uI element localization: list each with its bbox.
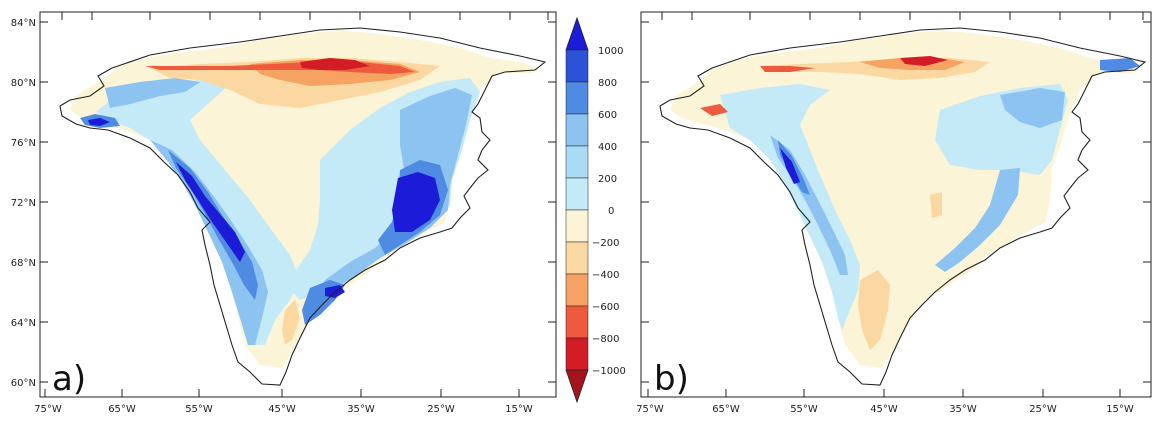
map-panel-b: 75°W 65°W 55°W 45°W 35°W 25°W 15°W b): [636, 11, 1152, 415]
lat-label: 68°N: [11, 258, 36, 269]
lat-ticks-b: [641, 21, 1151, 383]
cb-seg: [565, 81, 589, 115]
map-panel-a: 60°N 64°N 68°N 72°N 76°N 80°N 84°N 75°W …: [11, 11, 557, 415]
cb-seg: [565, 177, 589, 211]
light-blue-se-b: [935, 168, 1020, 272]
colorbar-label: −600: [592, 302, 619, 313]
lon-ticks-a: [44, 12, 549, 397]
lat-ticks-a: [40, 21, 556, 383]
mid-blue-nw-b: [1100, 58, 1140, 72]
tan-south-a: [282, 300, 300, 345]
lon-labels-b: 75°W 65°W 55°W 45°W 35°W 25°W 15°W: [636, 404, 1134, 415]
lon-label: 55°W: [790, 404, 818, 415]
lon-label: 15°W: [505, 404, 533, 415]
lon-label: 15°W: [1106, 404, 1134, 415]
deep-blue-east-a: [392, 172, 440, 232]
lat-label: 84°N: [11, 18, 36, 29]
cb-seg: [565, 305, 589, 339]
colorbar-label: 400: [598, 142, 617, 153]
cb-seg: [565, 113, 589, 147]
cb-seg: [565, 209, 589, 243]
colorbar-label: 0: [608, 206, 614, 217]
colorbar-labels: 1000 800 600 400 200 0 −200 −400 −600 −8…: [592, 46, 626, 377]
lat-label: 76°N: [11, 138, 36, 149]
lon-label: 65°W: [712, 404, 740, 415]
deep-blue-west-a: [176, 162, 245, 262]
cb-seg: [565, 337, 589, 371]
colorbar-label: −800: [592, 334, 619, 345]
cb-seg: [565, 273, 589, 307]
coastline-b: [659, 27, 1147, 386]
light-blue-west-a: [150, 140, 268, 345]
colorbar: 1000 800 600 400 200 0 −200 −400 −600 −8…: [565, 16, 626, 404]
lon-label: 35°W: [949, 404, 977, 415]
light-blue-east-a: [318, 88, 472, 296]
lon-labels-a: 75°W 65°W 55°W 45°W 35°W 25°W 15°W: [34, 404, 533, 415]
colorbar-label: 1000: [598, 46, 623, 57]
colorbar-label: 600: [598, 110, 617, 121]
pale-blue-west-b: [720, 84, 860, 330]
lat-labels-a: 60°N 64°N 68°N 72°N 76°N 80°N 84°N: [11, 18, 36, 389]
cb-seg: [565, 49, 589, 83]
colorbar-label: 800: [598, 78, 617, 89]
darkred-north-b: [900, 56, 948, 66]
lat-label: 60°N: [11, 378, 36, 389]
lon-label: 75°W: [34, 404, 62, 415]
tan-mid-b: [930, 192, 942, 218]
red-north-b: [700, 66, 815, 116]
lon-label: 45°W: [870, 404, 898, 415]
lon-label: 45°W: [268, 404, 296, 415]
light-blue-nw-a: [105, 78, 200, 108]
lon-label: 65°W: [108, 404, 136, 415]
lon-ticks-b: [647, 12, 1144, 397]
deep-blue-west-b: [780, 148, 800, 184]
field-a: [70, 30, 540, 368]
cb-seg: [565, 241, 589, 275]
lon-label: 55°W: [185, 404, 213, 415]
darkred-north-a: [300, 58, 370, 70]
colorbar-label: −400: [592, 270, 619, 281]
lon-label: 35°W: [347, 404, 375, 415]
colorbar-extend-top: [565, 16, 589, 51]
lon-label: 25°W: [427, 404, 455, 415]
lon-label: 75°W: [636, 404, 664, 415]
coastline-a: [59, 27, 547, 386]
colorbar-label: −1000: [592, 366, 626, 377]
lat-label: 80°N: [11, 78, 36, 89]
lat-label: 64°N: [11, 318, 36, 329]
cb-seg: [565, 145, 589, 179]
lat-label: 72°N: [11, 198, 36, 209]
colorbar-label: −200: [592, 238, 619, 249]
field-b: [670, 30, 1140, 368]
colorbar-label: 200: [598, 174, 617, 185]
panel-label-a: a): [52, 359, 86, 399]
panel-label-b: b): [654, 359, 689, 399]
tan-south-b: [858, 270, 890, 350]
lon-label: 25°W: [1029, 404, 1057, 415]
colorbar-extend-bottom: [565, 369, 589, 404]
light-blue-east-b: [1000, 88, 1065, 128]
deep-blue-nw-a: [88, 118, 110, 126]
